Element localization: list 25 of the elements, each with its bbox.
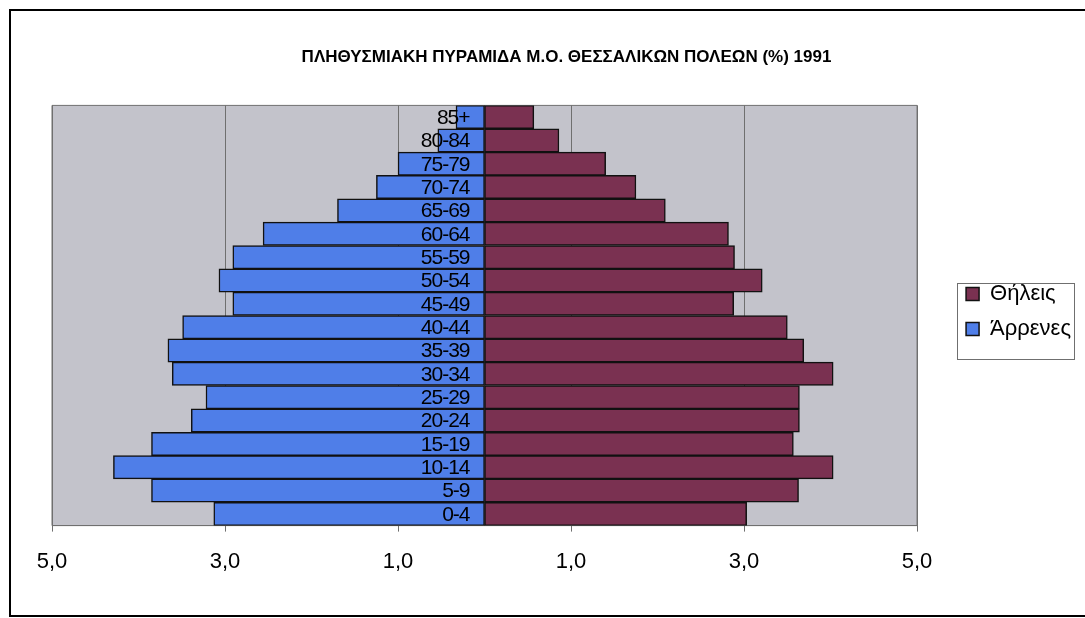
y-tick-label: 55-59 xyxy=(420,244,470,268)
legend-label: Θήλεις xyxy=(990,280,1056,306)
y-tick-label: 70-74 xyxy=(420,174,471,198)
y-tick-label: 75-79 xyxy=(420,151,470,175)
y-tick-label: 15-19 xyxy=(420,431,470,455)
y-tick-label: 10-14 xyxy=(420,455,471,479)
x-tick-label: 3,0 xyxy=(728,547,760,573)
x-tick-label: 1,0 xyxy=(382,547,414,573)
x-tick-label: 5,0 xyxy=(36,547,68,573)
x-tick-label: 5,0 xyxy=(901,547,933,573)
y-tick-label: 5-9 xyxy=(442,478,470,502)
y-tick-label: 30-34 xyxy=(420,361,471,385)
y-tick-label: 0-4 xyxy=(442,501,471,525)
chart-title: ΠΛΗΘΥΣΜΙΑΚΗ ΠΥΡΑΜΙΔΑ Μ.Ο. ΘΕΣΣΑΛΙΚΩΝ ΠΟΛΕΩΝ (%) 1991 xyxy=(301,46,832,66)
y-tick-label: 65-69 xyxy=(420,198,470,222)
y-tick-label: 20-24 xyxy=(420,408,471,432)
y-tick-label: 50-54 xyxy=(420,268,471,292)
x-tick-label: 1,0 xyxy=(555,547,587,573)
y-tick-label: 40-44 xyxy=(420,314,471,338)
legend-label: Άρρενες xyxy=(990,315,1072,341)
y-tick-label: 60-64 xyxy=(420,221,471,245)
y-tick-label: 35-39 xyxy=(420,338,470,362)
y-tick-label: 45-49 xyxy=(420,291,470,315)
x-tick-label: 3,0 xyxy=(209,547,241,573)
y-tick-label: 25-29 xyxy=(420,385,470,408)
